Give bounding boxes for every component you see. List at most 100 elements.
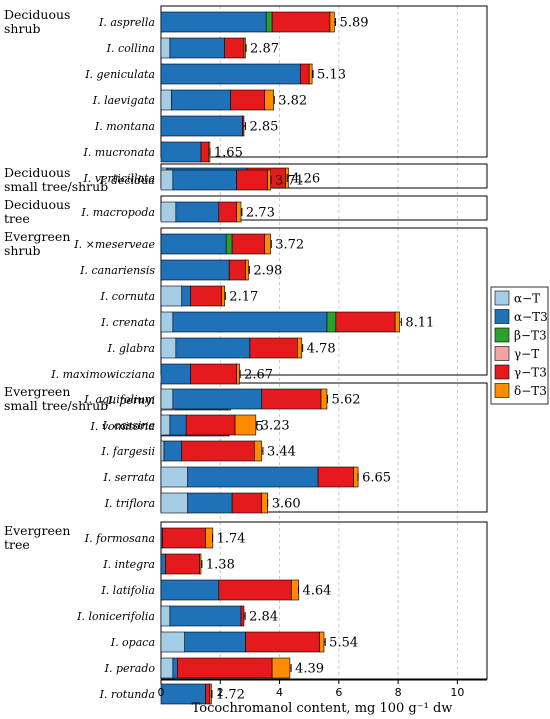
bar-segment-1	[160, 233, 227, 255]
plant-label: I. perado	[104, 662, 156, 675]
bar-row-i-asprella: I. asprella 5.89	[98, 11, 369, 33]
bar-row-i-aquifolium: I. aquifolium 5.62	[83, 388, 361, 410]
plant-label: I. ×meserveae	[73, 238, 155, 251]
total-label: 2.98	[253, 264, 282, 279]
legend-swatch	[494, 327, 510, 343]
bar-segment-1	[175, 337, 251, 359]
x-tick-label: 6	[335, 686, 342, 699]
total-label: 5.89	[340, 16, 369, 31]
bar-segment-4	[185, 414, 236, 436]
plant-label: I. montana	[94, 120, 155, 133]
plant-label: I. collina	[106, 42, 155, 55]
bar-segment-5	[271, 657, 291, 679]
bar-segment-5	[209, 683, 212, 705]
total-label: 4.39	[295, 662, 324, 677]
bar-row-i-cassine: I. cassine 3.23	[102, 414, 290, 436]
total-label: 3.23	[261, 419, 290, 434]
total-label: 2.85	[249, 120, 278, 135]
bar-row-i-triflora: I. triflora 3.60	[104, 492, 301, 514]
bar-segment-0	[160, 169, 174, 191]
total-label: 5.54	[329, 636, 358, 651]
plant-label: I. latifolia	[100, 584, 155, 597]
bar-row-i-cornuta: I. cornuta 2.17	[99, 285, 258, 307]
bar-segment-5	[353, 466, 359, 488]
legend-swatch	[494, 364, 510, 380]
bar-segment-4	[245, 631, 320, 653]
legend-label: α−T3	[514, 310, 548, 324]
bar-row-i-integra: I. integra 1.38	[102, 553, 235, 575]
bar-segment-4	[240, 605, 245, 627]
bar-segment-1	[163, 440, 183, 462]
total-label: 3.71	[275, 174, 304, 189]
bar-segment-4	[231, 492, 263, 514]
bars: I. asprella 5.89 I. collina 2.87 I. genicula…	[50, 11, 434, 705]
bar-segment-4	[271, 11, 331, 33]
bar-segment-5	[205, 527, 214, 549]
bar-row-i-meserveae: I. ×meserveae 3.72	[73, 233, 304, 255]
bar-segment-0	[160, 440, 165, 462]
bar-segment-2	[225, 233, 233, 255]
bar-segment-4	[228, 259, 246, 281]
plant-label: I. triflora	[104, 497, 155, 510]
bar-row-i-macropoda: I. macropoda 2.73	[80, 201, 275, 223]
plant-label: I. asprella	[98, 16, 155, 29]
bar-segment-4	[181, 440, 255, 462]
bar-segment-4	[335, 311, 396, 333]
bar-segment-4	[299, 63, 310, 85]
total-label: 3.44	[267, 445, 296, 460]
bar-row-i-lonicerifolia: I. lonicerifolia 2.84	[76, 605, 278, 627]
bar-segment-5	[261, 492, 268, 514]
bar-segment-5	[320, 388, 328, 410]
bar-segment-1	[160, 141, 202, 163]
bar-row-i-montana: I. montana 2.85	[94, 115, 278, 137]
bar-segment-4	[218, 579, 292, 601]
bar-segment-4	[261, 388, 322, 410]
bar-segment-5	[236, 201, 242, 223]
bar-segment-4	[162, 527, 206, 549]
x-axis-title: Tocochromanol content, mg 100 g⁻¹ dw	[192, 701, 453, 716]
bar-segment-0	[160, 311, 174, 333]
bar-segment-0	[160, 388, 174, 410]
bar-segment-5	[245, 259, 249, 281]
legend-swatch	[494, 346, 510, 361]
plant-label: I. canariensis	[79, 264, 155, 277]
bar-row-i-latifolia: I. latifolia 4.64	[100, 579, 331, 601]
legend-label: δ−T3	[514, 384, 547, 398]
bar-segment-0	[160, 89, 172, 111]
bar-row-i-mucronata: I. mucronata 1.65	[82, 141, 243, 163]
bar-segment-4	[236, 169, 268, 191]
plant-label: I. macropoda	[80, 206, 155, 219]
bar-row-i-canariensis: I. canariensis 2.98	[79, 259, 282, 281]
bar-row-i-collina: I. collina 2.87	[106, 37, 279, 59]
panel-5	[160, 521, 488, 680]
total-label: 2.87	[250, 42, 279, 57]
total-label: 4.26	[291, 172, 320, 187]
bar-segment-0	[160, 657, 174, 679]
bar-segment-1	[181, 285, 191, 307]
bar-segment-0	[160, 466, 188, 488]
bar-segment-5	[267, 169, 271, 191]
bar-segment-4	[218, 201, 237, 223]
bar-segment-5	[319, 631, 325, 653]
bar-segment-1	[160, 259, 230, 281]
bar-segment-4	[230, 89, 266, 111]
bar-segment-5	[394, 311, 400, 333]
bar-segment-1	[175, 201, 220, 223]
bar-segment-1	[171, 89, 231, 111]
bar-segment-0	[160, 605, 171, 627]
plant-label: I. laevigata	[92, 94, 155, 107]
plant-label: I. vomitoria	[89, 420, 155, 433]
x-tick-label: 2	[217, 686, 224, 699]
legend-swatch	[494, 290, 510, 306]
legend-label: α−T	[514, 292, 540, 306]
x-tick-label: 8	[395, 686, 402, 699]
bar-segment-5	[234, 414, 257, 436]
bar-segment-1	[187, 492, 233, 514]
bar-segment-1	[169, 605, 242, 627]
bar-segment-1	[160, 553, 166, 575]
bar-row-i-crenata: I. crenata 8.11	[100, 311, 434, 333]
plant-label: I. fargesii	[101, 445, 155, 458]
bar-segment-4	[177, 657, 273, 679]
plant-label: I. mucronata	[82, 146, 155, 159]
